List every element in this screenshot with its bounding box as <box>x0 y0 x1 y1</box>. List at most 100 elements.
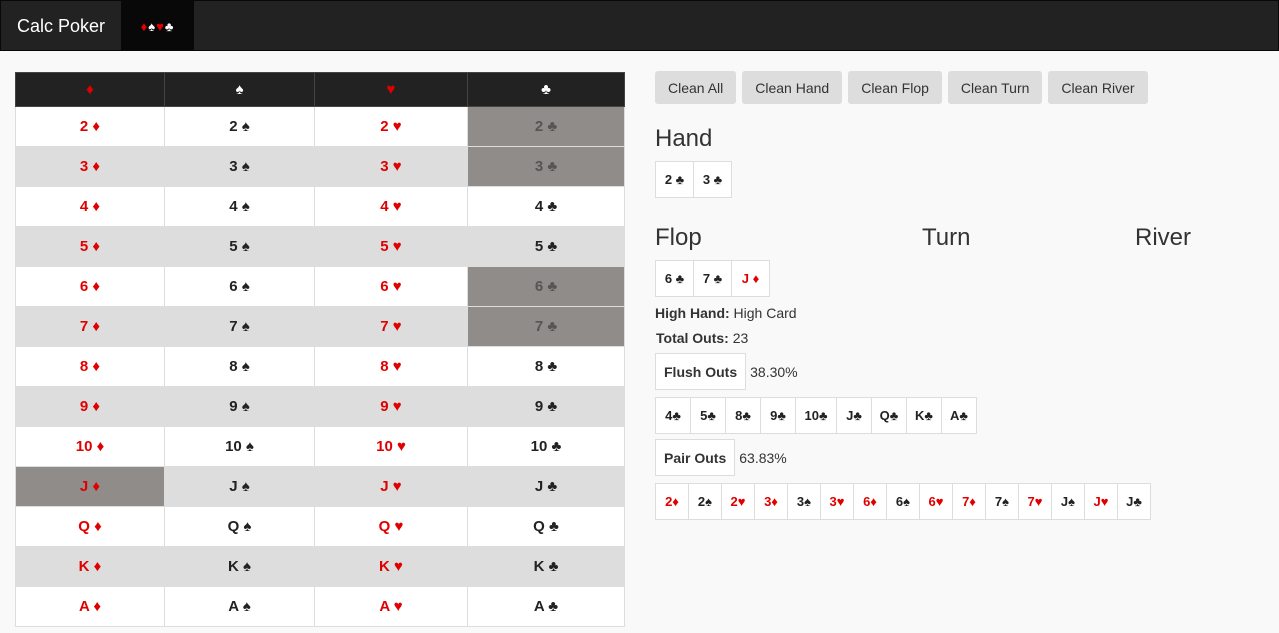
card-cell-3-club[interactable]: 3 ♣ <box>467 146 625 187</box>
card-cell-10-club[interactable]: 10 ♣ <box>467 426 625 467</box>
playing-card[interactable]: 7 ♣ <box>693 260 732 297</box>
clean-turn-button[interactable]: Clean Turn <box>947 71 1043 104</box>
table-row: 7 ♦ 7 ♠ 7 ♥ 7 ♣ <box>15 306 625 347</box>
playing-card[interactable]: 5♣ <box>690 397 726 434</box>
playing-card[interactable]: J ♦ <box>731 260 770 297</box>
card-cell-k-heart[interactable]: K ♥ <box>314 546 468 587</box>
card-cell-9-heart[interactable]: 9 ♥ <box>314 386 468 427</box>
card-cell-9-spade[interactable]: 9 ♠ <box>164 386 315 427</box>
playing-card[interactable]: 7♠ <box>985 483 1019 520</box>
card-cell-7-spade[interactable]: 7 ♠ <box>164 306 315 347</box>
playing-card[interactable]: 3 ♣ <box>693 161 732 198</box>
card-cell-7-heart[interactable]: 7 ♥ <box>314 306 468 347</box>
card-cell-a-heart[interactable]: A ♥ <box>314 586 468 627</box>
playing-card[interactable]: J♠ <box>1051 483 1085 520</box>
table-row: Q ♦ Q ♠ Q ♥ Q ♣ <box>15 506 625 547</box>
card-cell-j-spade[interactable]: J ♠ <box>164 466 315 507</box>
card-cell-5-diamond[interactable]: 5 ♦ <box>15 226 165 267</box>
high-hand-info: High Hand: High Card <box>655 305 797 321</box>
playing-card[interactable]: J♣ <box>836 397 872 434</box>
card-cell-8-club[interactable]: 8 ♣ <box>467 346 625 387</box>
card-cell-10-spade[interactable]: 10 ♠ <box>164 426 315 467</box>
playing-card[interactable]: 2♠ <box>688 483 722 520</box>
playing-card[interactable]: 2♦ <box>655 483 689 520</box>
playing-card[interactable]: 9♣ <box>760 397 796 434</box>
card-cell-q-heart[interactable]: Q ♥ <box>314 506 468 547</box>
navbar: Calc Poker ♦ ♠ ♥ ♣ <box>0 0 1279 51</box>
suits-nav-item[interactable]: ♦ ♠ ♥ ♣ <box>121 1 194 51</box>
card-cell-4-heart[interactable]: 4 ♥ <box>314 186 468 227</box>
card-cell-5-spade[interactable]: 5 ♠ <box>164 226 315 267</box>
card-cell-6-diamond[interactable]: 6 ♦ <box>15 266 165 307</box>
playing-card[interactable]: 3♦ <box>754 483 788 520</box>
playing-card[interactable]: 8♣ <box>725 397 761 434</box>
card-cell-9-club[interactable]: 9 ♣ <box>467 386 625 427</box>
playing-card[interactable]: 4♣ <box>655 397 691 434</box>
card-cell-q-club[interactable]: Q ♣ <box>467 506 625 547</box>
playing-card[interactable]: 7♦ <box>952 483 986 520</box>
playing-card[interactable]: 3♥ <box>820 483 854 520</box>
card-cell-j-heart[interactable]: J ♥ <box>314 466 468 507</box>
flush-outs-percent: 38.30% <box>750 363 798 380</box>
card-cell-q-spade[interactable]: Q ♠ <box>164 506 315 547</box>
playing-card[interactable]: A♣ <box>941 397 977 434</box>
card-cell-k-diamond[interactable]: K ♦ <box>15 546 165 587</box>
clean-all-button[interactable]: Clean All <box>655 71 737 104</box>
playing-card[interactable]: 2♥ <box>721 483 755 520</box>
playing-card[interactable]: 6♠ <box>886 483 920 520</box>
card-cell-4-spade[interactable]: 4 ♠ <box>164 186 315 227</box>
card-cell-k-spade[interactable]: K ♠ <box>164 546 315 587</box>
pair-outs-label: Pair Outs <box>655 439 736 476</box>
pair-outs-percent: 63.83% <box>739 449 787 466</box>
card-cell-10-heart[interactable]: 10 ♥ <box>314 426 468 467</box>
card-cell-4-diamond[interactable]: 4 ♦ <box>15 186 165 227</box>
card-cell-j-club[interactable]: J ♣ <box>467 466 625 507</box>
playing-card[interactable]: J♣ <box>1117 483 1151 520</box>
card-cell-2-spade[interactable]: 2 ♠ <box>164 106 315 147</box>
card-cell-3-heart[interactable]: 3 ♥ <box>314 146 468 187</box>
card-cell-q-diamond[interactable]: Q ♦ <box>15 506 165 547</box>
card-cell-10-diamond[interactable]: 10 ♦ <box>15 426 165 467</box>
card-cell-4-club[interactable]: 4 ♣ <box>467 186 625 227</box>
playing-card[interactable]: 6 ♣ <box>655 260 694 297</box>
card-cell-a-spade[interactable]: A ♠ <box>164 586 315 627</box>
flop-heading: Flop <box>655 224 702 251</box>
table-row: 8 ♦ 8 ♠ 8 ♥ 8 ♣ <box>15 346 625 387</box>
card-cell-k-club[interactable]: K ♣ <box>467 546 625 587</box>
card-cell-2-club[interactable]: 2 ♣ <box>467 106 625 147</box>
card-cell-j-diamond[interactable]: J ♦ <box>15 466 165 507</box>
card-cell-7-diamond[interactable]: 7 ♦ <box>15 306 165 347</box>
clean-hand-button[interactable]: Clean Hand <box>742 71 843 104</box>
card-cell-2-diamond[interactable]: 2 ♦ <box>15 106 165 147</box>
card-cell-6-heart[interactable]: 6 ♥ <box>314 266 468 307</box>
card-cell-5-club[interactable]: 5 ♣ <box>467 226 625 267</box>
card-cell-8-spade[interactable]: 8 ♠ <box>164 346 315 387</box>
card-cell-3-diamond[interactable]: 3 ♦ <box>15 146 165 187</box>
card-cell-a-diamond[interactable]: A ♦ <box>15 586 165 627</box>
brand-link[interactable]: Calc Poker <box>17 16 106 36</box>
playing-card[interactable]: K♣ <box>906 397 942 434</box>
playing-card[interactable]: 6♥ <box>919 483 953 520</box>
playing-card[interactable]: 7♥ <box>1018 483 1052 520</box>
playing-card[interactable]: 10♣ <box>795 397 837 434</box>
total-outs-value: 23 <box>732 330 749 346</box>
playing-card[interactable]: 2 ♣ <box>655 161 694 198</box>
card-cell-7-club[interactable]: 7 ♣ <box>467 306 625 347</box>
nav-suit-icon: ♦ <box>140 18 149 34</box>
card-cell-5-heart[interactable]: 5 ♥ <box>314 226 468 267</box>
playing-card[interactable]: J♥ <box>1084 483 1118 520</box>
card-cell-6-spade[interactable]: 6 ♠ <box>164 266 315 307</box>
clean-river-button[interactable]: Clean River <box>1048 71 1148 104</box>
card-cell-a-club[interactable]: A ♣ <box>467 586 625 627</box>
playing-card[interactable]: 3♠ <box>787 483 821 520</box>
card-cell-2-heart[interactable]: 2 ♥ <box>314 106 468 147</box>
card-cell-3-spade[interactable]: 3 ♠ <box>164 146 315 187</box>
card-cell-8-diamond[interactable]: 8 ♦ <box>15 346 165 387</box>
card-cell-8-heart[interactable]: 8 ♥ <box>314 346 468 387</box>
card-cell-9-diamond[interactable]: 9 ♦ <box>15 386 165 427</box>
playing-card[interactable]: Q♣ <box>871 397 907 434</box>
table-row: 3 ♦ 3 ♠ 3 ♥ 3 ♣ <box>15 146 625 187</box>
playing-card[interactable]: 6♦ <box>853 483 887 520</box>
card-cell-6-club[interactable]: 6 ♣ <box>467 266 625 307</box>
clean-flop-button[interactable]: Clean Flop <box>848 71 942 104</box>
